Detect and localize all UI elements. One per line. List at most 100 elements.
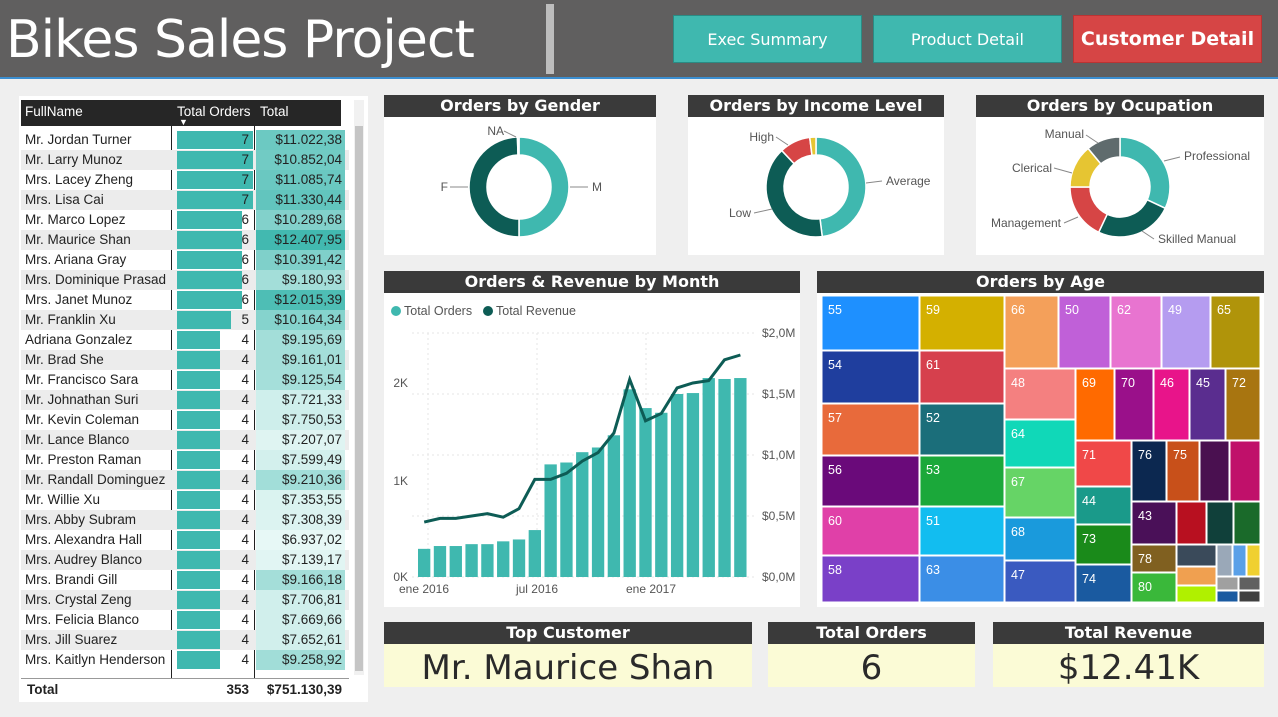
donut-slice-na[interactable] [516,136,520,156]
donut-slice-average[interactable] [815,136,867,238]
table-row[interactable]: Mrs. Crystal Zeng 4 $7.706,81 [21,590,349,610]
orders-bar[interactable] [544,464,557,577]
treemap-tile[interactable] [821,403,920,456]
treemap-tile[interactable] [919,506,1005,556]
column-header-fullname[interactable]: FullName [25,104,83,119]
orders-bar[interactable] [623,389,636,577]
table-row[interactable]: Mr. Francisco Sara 4 $9.125,54 [21,370,349,390]
treemap-tile[interactable] [1216,590,1239,603]
treemap-tile[interactable] [1176,585,1217,603]
table-row[interactable]: Mr. Marco Lopez 6 $10.289,68 [21,210,349,230]
table-row[interactable]: Mr. Randall Dominguez 4 $9.210,36 [21,470,349,490]
table-row[interactable]: Adriana Gonzalez 4 $9.195,69 [21,330,349,350]
table-row[interactable]: Mrs. Lisa Cai 7 $11.330,44 [21,190,349,210]
table-row[interactable]: Mrs. Felicia Blanco 4 $7.669,66 [21,610,349,630]
treemap-tile[interactable] [919,350,1005,404]
table-row[interactable]: Mr. Willie Xu 4 $7.353,55 [21,490,349,510]
orders-bar[interactable] [718,378,731,577]
treemap-tile[interactable] [1216,544,1233,577]
donut-slice-m[interactable] [518,136,570,238]
revenue-line[interactable] [423,353,741,524]
orders-bar[interactable] [528,530,541,577]
treemap-tile[interactable] [1199,440,1230,502]
legend-marker[interactable] [483,306,493,316]
orders-bar[interactable] [465,544,478,577]
table-row[interactable]: Mrs. Alexandra Hall 4 $6.937,02 [21,530,349,550]
table-row[interactable]: Mr. Johnathan Suri 4 $7.721,33 [21,390,349,410]
donut-slice-management[interactable] [1069,186,1109,234]
treemap-tile[interactable] [1238,576,1261,591]
nav-customer-detail-button[interactable]: Customer Detail [1073,15,1262,63]
orders-bar[interactable] [433,546,447,577]
column-header-total-orders[interactable]: Total Orders [177,104,251,119]
treemap-tile[interactable] [1176,501,1207,545]
treemap-tile[interactable] [1238,590,1261,603]
table-row[interactable]: Mrs. Ariana Gray 6 $10.391,42 [21,250,349,270]
treemap-tile[interactable] [1206,501,1234,545]
scrollbar-thumb[interactable] [355,126,363,671]
treemap-tile[interactable] [1075,368,1115,441]
treemap-tile[interactable] [1210,295,1261,369]
table-row[interactable]: Mr. Preston Raman 4 $7.599,49 [21,450,349,470]
table-row[interactable]: Mrs. Lacey Zheng 7 $11.085,74 [21,170,349,190]
treemap-tile[interactable] [1176,544,1217,567]
orders-bar[interactable] [591,447,605,577]
sort-descending-icon[interactable]: ▼ [179,117,188,127]
table-row[interactable]: Mr. Larry Munoz 7 $10.852,04 [21,150,349,170]
nav-exec-summary-button[interactable]: Exec Summary [673,15,862,63]
treemap-tile[interactable] [1075,564,1132,603]
treemap-tile[interactable] [919,555,1005,603]
treemap-tile[interactable] [1229,440,1261,502]
orders-bar[interactable] [449,546,462,577]
treemap-tile[interactable] [1004,467,1076,518]
treemap-tile[interactable] [1131,440,1167,502]
table-row[interactable]: Mrs. Brandi Gill 4 $9.166,18 [21,570,349,590]
nav-product-detail-button[interactable]: Product Detail [873,15,1062,63]
treemap-tile[interactable] [1131,501,1177,545]
treemap-tile[interactable] [1075,486,1132,525]
orders-bar[interactable] [576,452,589,577]
treemap-tile[interactable] [919,403,1005,456]
table-row[interactable]: Mr. Jordan Turner 7 $11.022,38 [21,130,349,150]
treemap-tile[interactable] [1246,544,1261,577]
treemap-tile[interactable] [1153,368,1190,441]
treemap-tile[interactable] [919,295,1005,351]
treemap-tile[interactable] [919,455,1005,507]
treemap-tile[interactable] [1233,501,1261,545]
orders-bar[interactable] [607,435,621,577]
treemap-tile[interactable] [821,455,920,507]
treemap-tile[interactable] [821,350,920,404]
treemap-tile[interactable] [1004,368,1076,420]
orders-bar[interactable] [481,544,494,577]
legend-label[interactable]: Total Revenue [496,304,576,318]
treemap-tile[interactable] [1075,524,1132,565]
orders-bar[interactable] [639,408,652,577]
orders-bar[interactable] [512,539,526,577]
treemap-tile[interactable] [1004,419,1076,468]
table-row[interactable]: Mr. Maurice Shan 6 $12.407,95 [21,230,349,250]
table-row[interactable]: Mrs. Dominique Prasad 6 $9.180,93 [21,270,349,290]
treemap-tile[interactable] [1189,368,1226,441]
orders-bar[interactable] [686,393,700,577]
table-row[interactable]: Mrs. Janet Munoz 6 $12.015,39 [21,290,349,310]
treemap-tile[interactable] [821,506,920,556]
treemap-tile[interactable] [1161,295,1211,369]
orders-bar[interactable] [670,394,684,577]
treemap-tile[interactable] [1110,295,1162,369]
treemap-tile[interactable] [1131,572,1177,603]
orders-bar[interactable] [734,378,747,577]
table-row[interactable]: Mr. Brad She 4 $9.161,01 [21,350,349,370]
legend-label[interactable]: Total Orders [404,304,472,318]
treemap-tile[interactable] [1216,576,1239,591]
treemap-tile[interactable] [1004,517,1076,561]
treemap-tile[interactable] [1166,440,1200,502]
table-row[interactable]: Mr. Lance Blanco 4 $7.207,07 [21,430,349,450]
treemap-tile[interactable] [1004,295,1059,369]
treemap-tile[interactable] [1225,368,1261,441]
treemap-tile[interactable] [1075,440,1132,487]
treemap-tile[interactable] [1004,560,1076,603]
table-row[interactable]: Mrs. Abby Subram 4 $7.308,39 [21,510,349,530]
treemap-tile[interactable] [1131,544,1177,573]
table-row[interactable]: Mr. Kevin Coleman 4 $7.750,53 [21,410,349,430]
orders-bar[interactable] [418,548,431,577]
